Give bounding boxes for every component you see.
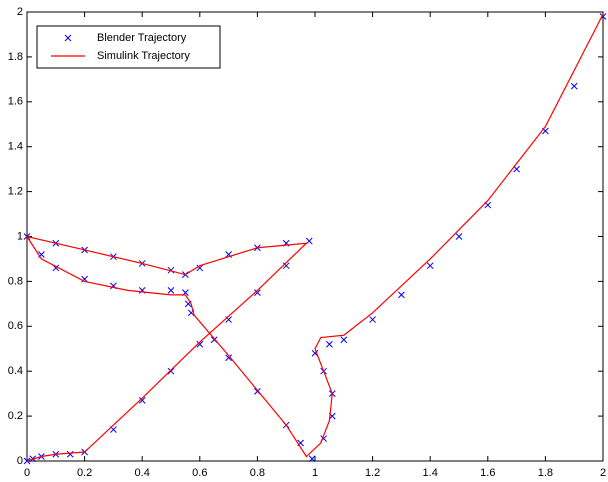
data-line xyxy=(25,13,604,462)
data-point xyxy=(398,291,405,299)
x-tick-label: 1.8 xyxy=(538,467,553,479)
plot-area xyxy=(26,11,604,462)
y-tick-label: 2 xyxy=(17,6,23,18)
y-tick-label: 1.2 xyxy=(8,186,23,198)
x-tick-label: 2 xyxy=(600,467,606,479)
data-point xyxy=(455,233,463,240)
y-tick-label: 0.2 xyxy=(8,410,23,422)
data-point xyxy=(570,82,578,90)
x-tick-label: 0.8 xyxy=(250,467,265,479)
data-point xyxy=(340,336,348,344)
data-point xyxy=(513,165,520,173)
data-point xyxy=(66,450,74,458)
legend-label: Simulink Trajectory xyxy=(97,50,190,62)
y-tick-label: 0.8 xyxy=(8,275,23,287)
y-tick-label: 1.6 xyxy=(8,96,23,108)
data-point xyxy=(254,289,261,296)
x-tick-label: 1.4 xyxy=(423,467,438,479)
data-point xyxy=(369,316,376,323)
y-tick-label: 1 xyxy=(17,230,23,242)
data-point xyxy=(138,397,146,404)
y-tick-label: 0.4 xyxy=(8,365,23,377)
x-tick-label: 0.4 xyxy=(135,467,150,479)
data-point xyxy=(196,340,204,348)
data-point xyxy=(167,287,175,294)
x-tick-label: 0.2 xyxy=(77,467,92,479)
x-tick-label: 1 xyxy=(312,467,318,479)
y-tick-label: 1.4 xyxy=(8,141,23,153)
data-point xyxy=(326,340,333,348)
data-point xyxy=(282,262,290,270)
x-tick-label: 1.2 xyxy=(365,467,380,479)
y-tick-label: 0 xyxy=(17,455,23,467)
data-point xyxy=(225,354,232,362)
y-tick-label: 0.6 xyxy=(8,320,23,332)
x-tick-label: 1.6 xyxy=(480,467,495,479)
y-tick-label: 1.8 xyxy=(8,51,23,63)
data-point xyxy=(196,264,204,272)
legend-symbol xyxy=(64,34,72,42)
data-point xyxy=(167,367,175,375)
data-point xyxy=(308,455,316,463)
x-tick-label: 0 xyxy=(24,467,30,479)
legend-label: Blender Trajectory xyxy=(97,32,187,44)
data-point xyxy=(426,262,434,270)
x-tick-label: 0.6 xyxy=(192,467,207,479)
legend-box xyxy=(36,25,221,69)
data-point xyxy=(167,266,175,274)
data-point xyxy=(81,275,88,283)
